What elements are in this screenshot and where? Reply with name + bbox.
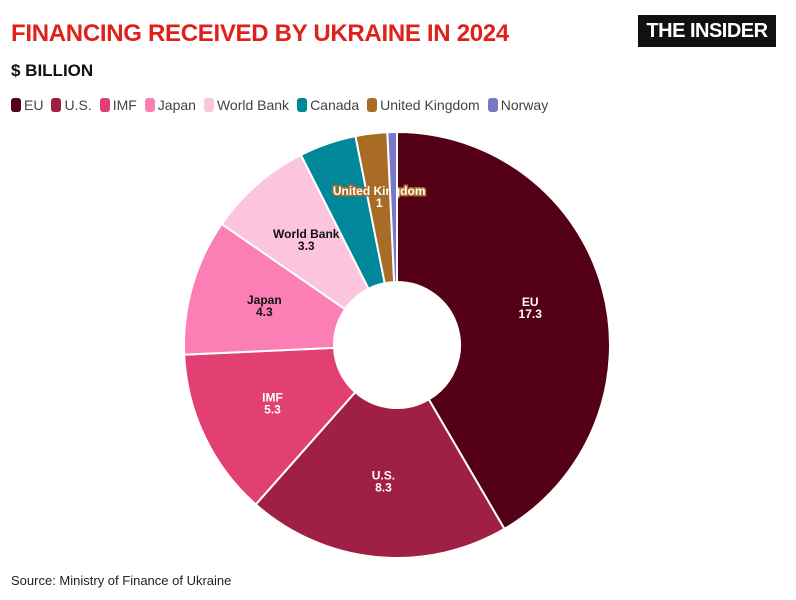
legend-label: EU [24,97,44,113]
source-note: Source: Ministry of Finance of Ukraine [11,573,232,588]
legend-item: IMF [99,97,137,113]
legend-swatch [203,98,214,112]
legend-label: Canada [310,97,360,113]
legend-item: Japan [144,97,196,113]
legend-item: EU [11,97,43,113]
legend-label: IMF [112,97,137,113]
legend-swatch [51,98,62,112]
legend-swatch [487,98,498,112]
legend-label: United Kingdom [380,97,480,113]
legend-swatch [11,98,21,112]
legend-item: U.S. [51,97,92,113]
slice-japan [183,222,347,356]
chart-subtitle: $ BILLION [11,61,94,80]
data-label: United Kingdom 1 [333,184,426,210]
legend-item: World Bank [203,97,290,113]
legend-swatch [99,98,110,112]
legend-item: Norway [487,97,549,113]
slice-imf [183,346,357,506]
data-label: IMF 5.3 [262,390,283,416]
legend-label: World Bank [216,97,290,113]
data-label: EU 17.3 [519,295,543,321]
legend-swatch [144,98,155,112]
data-label: Japan 4.3 [247,293,282,319]
slice-norway [386,130,398,284]
data-label: U.S. 8.3 [372,468,395,494]
legend-label: U.S. [64,97,92,113]
legend-item: United Kingdom [367,97,480,113]
data-label: World Bank 3.3 [273,227,340,253]
legend: EU U.S. IMF Japan World Bank Canada United Kin… [11,97,548,113]
legend-swatch [367,98,378,112]
slice-u-s- [254,390,506,559]
slice-eu [396,130,611,531]
legend-swatch [297,98,308,112]
legend-item: Canada [297,97,359,113]
legend-label: Norway [500,97,549,113]
the-insider-logo: THE INSIDER [638,15,776,47]
chart-title: FINANCING RECEIVED BY UKRAINE IN 2024 [11,20,509,47]
legend-label: Japan [157,97,196,113]
